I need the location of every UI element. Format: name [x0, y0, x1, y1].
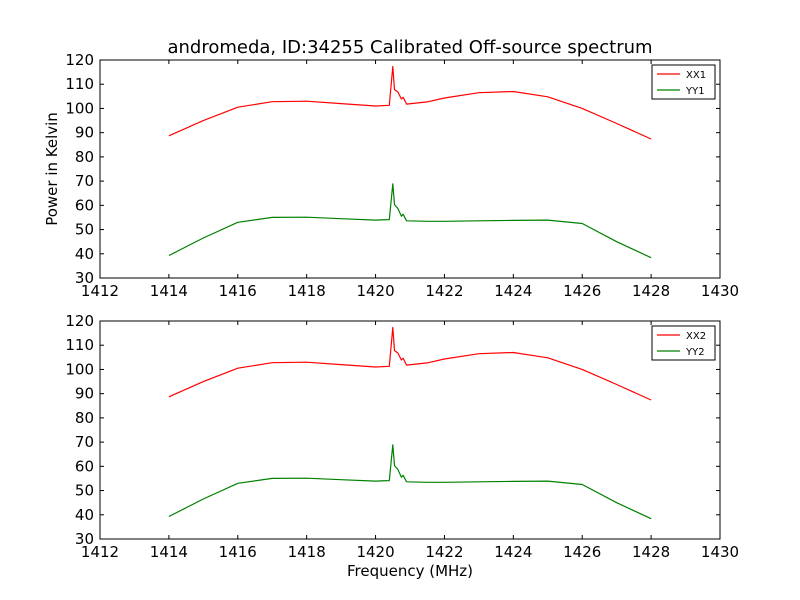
y-axis-label: Power in Kelvin: [43, 112, 61, 226]
series-line-yy1: [168, 183, 652, 259]
y-tick-label: 70: [75, 172, 94, 190]
y-tick-label: 80: [75, 148, 94, 166]
x-axis-label: Frequency (MHz): [347, 562, 473, 580]
y-tick-label: 30: [75, 530, 94, 548]
x-tick-label: 1420: [356, 543, 394, 561]
x-tick-label: 1430: [701, 543, 739, 561]
legend-box: [651, 64, 716, 100]
legend-label-yy2: YY2: [685, 347, 705, 358]
series-line-yy2: [168, 444, 652, 520]
y-tick-label: 110: [65, 336, 94, 354]
x-tick-label: 1430: [701, 282, 739, 300]
series-line-xx2: [168, 326, 652, 401]
x-tick-label: 1414: [150, 282, 188, 300]
x-tick-label: 1422: [425, 543, 463, 561]
figure-title: andromeda, ID:34255 Calibrated Off-sourc…: [167, 37, 652, 58]
x-tick-label: 1426: [563, 543, 601, 561]
y-tick-label: 90: [75, 385, 94, 403]
y-tick-label: 50: [75, 221, 94, 239]
legend-box: [651, 325, 716, 361]
x-tick-label: 1412: [81, 543, 119, 561]
y-tick-label: 110: [65, 75, 94, 93]
x-tick-label: 1426: [563, 282, 601, 300]
legend-label-xx2: XX2: [686, 331, 706, 342]
x-tick-label: 1418: [288, 282, 326, 300]
x-tick-label: 1424: [494, 543, 532, 561]
y-tick-label: 100: [65, 360, 94, 378]
x-tick-label: 1412: [81, 282, 119, 300]
x-tick-label: 1428: [632, 543, 670, 561]
y-tick-label: 100: [65, 99, 94, 117]
y-tick-label: 50: [75, 482, 94, 500]
y-tick-label: 60: [75, 457, 94, 475]
y-tick-label: 120: [65, 312, 94, 330]
plot-frame: [99, 59, 721, 279]
bottom-panel: 1412 1414 1416 1418 1420 1422 1424 1426 1428 1430…: [65, 312, 739, 580]
x-tick-label: 1424: [494, 282, 532, 300]
y-tick-label: 70: [75, 433, 94, 451]
plot-area: [100, 60, 720, 278]
legend-label-xx1: XX1: [686, 70, 706, 81]
y-tick-label: 90: [75, 124, 94, 142]
x-tick-label: 1420: [356, 282, 394, 300]
y-tick-label: 120: [65, 51, 94, 69]
x-tick-label: 1416: [219, 543, 257, 561]
y-tick-label: 80: [75, 409, 94, 427]
x-tick-label: 1428: [632, 282, 670, 300]
series-line-xx1: [168, 65, 652, 140]
plot-frame: [99, 320, 721, 540]
x-tick-label: 1422: [425, 282, 463, 300]
x-tick-label: 1416: [219, 282, 257, 300]
legend-label-yy1: YY1: [685, 86, 705, 97]
y-tick-label: 40: [75, 506, 94, 524]
x-tick-label: 1418: [288, 543, 326, 561]
top-panel: 1412 1414 1416 1418 1420 1422 1424 1426 1428 1430…: [43, 51, 739, 300]
y-tick-label: 40: [75, 245, 94, 263]
y-tick-label: 60: [75, 196, 94, 214]
x-tick-label: 1414: [150, 543, 188, 561]
y-tick-label: 30: [75, 269, 94, 287]
plot-area: [100, 321, 720, 539]
